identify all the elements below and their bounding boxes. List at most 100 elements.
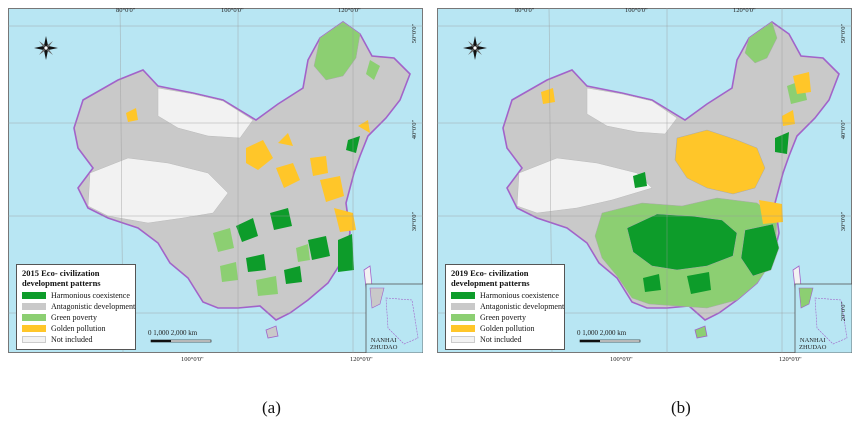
inset-label: NANHAI ZHUDAO	[799, 337, 826, 351]
region-hainan	[265, 325, 279, 339]
region-green-poverty-ne2	[366, 60, 380, 80]
coord-bottom-2: 120°0'0"	[350, 356, 373, 363]
legend: 2015 Eco- civilization development patte…	[16, 264, 136, 350]
region-green-poverty-ne	[744, 21, 778, 64]
map-panel-2019: 80°0'0" 100°0'0" 120°0'0" 100°0'0" 120°0…	[437, 7, 852, 363]
inset-boundary	[385, 297, 419, 345]
region-harmonious-6	[284, 266, 302, 284]
region-golden-pollution-5	[334, 208, 356, 232]
swatch-not-included	[22, 336, 46, 343]
legend-item-antagonistic: Antagonistic development	[451, 301, 564, 312]
region-golden-pollution-2	[276, 163, 300, 188]
region-harmonious-4	[338, 234, 354, 272]
region-green-poverty-2	[256, 276, 278, 296]
region-golden-pollution-3	[793, 72, 811, 94]
region-golden-pollution-8	[358, 120, 370, 133]
scale-bar	[150, 339, 212, 343]
coord-side-1: 50°0'0"	[411, 23, 419, 44]
region-green-poverty-ne	[313, 21, 361, 81]
swatch-harmonious	[451, 292, 475, 299]
region-golden-pollution-6	[278, 133, 293, 146]
caption-a: (a)	[262, 398, 281, 417]
coord-top-2: 100°0'0"	[221, 7, 244, 14]
legend-item-not-included: Not included	[22, 334, 130, 345]
region-hainan	[694, 325, 708, 339]
coord-side-1: 50°0'0"	[840, 23, 848, 44]
scale-bar-label: 0 1,000 2,000 km	[577, 329, 627, 337]
legend-item-harmonious: Harmonious coexistence	[451, 290, 559, 301]
map-canvas	[437, 8, 852, 353]
coord-top-1: 80°0'0"	[116, 7, 136, 14]
region-golden-pollution-4	[541, 88, 555, 104]
map-frame	[437, 8, 852, 353]
inset-label: NANHAI ZHUDAO	[370, 337, 397, 351]
coord-bottom-1: 100°0'0"	[610, 356, 633, 363]
coord-top-2: 100°0'0"	[625, 7, 648, 14]
coord-top-3: 120°0'0"	[338, 7, 361, 14]
region-harmonious-east	[740, 223, 780, 277]
region-green-poverty-3	[296, 244, 310, 262]
swatch-not-included	[451, 336, 475, 343]
inset-land	[369, 287, 385, 309]
map-panel-2015: 80°0'0" 100°0'0" 120°0'0" 100°0'0" 120°0…	[8, 7, 423, 363]
legend-title: 2015 Eco- civilization development patte…	[22, 268, 101, 288]
coord-side-3: 30°0'0"	[411, 211, 419, 232]
legend-item-green-poverty: Green poverty	[22, 312, 130, 323]
coord-side-2: 40°0'0"	[411, 119, 419, 140]
region-harmonious-2	[270, 208, 292, 230]
region-golden-pollution-3	[310, 156, 328, 176]
region-green-poverty-1	[213, 228, 234, 252]
legend-item-antagonistic: Antagonistic development	[22, 301, 135, 312]
region-green-poverty-4	[220, 262, 238, 282]
legend-title: 2019 Eco- civilization development patte…	[451, 268, 530, 288]
coord-top-1: 80°0'0"	[515, 7, 535, 14]
swatch-antagonistic	[22, 303, 46, 310]
legend-item-harmonious: Harmonious coexistence	[22, 290, 130, 301]
legend-label: Antagonistic development	[51, 302, 136, 311]
inset-boundary	[814, 297, 848, 345]
legend-label: Golden pollution	[480, 324, 535, 333]
coord-side-2: 40°0'0"	[840, 119, 848, 140]
region-harmonious-3	[687, 272, 711, 294]
region-golden-pollution-5	[782, 110, 795, 126]
legend: 2019 Eco- civilization development patte…	[445, 264, 565, 350]
region-golden-pollution-1	[246, 140, 273, 170]
inset-land	[798, 287, 814, 309]
swatch-harmonious	[22, 292, 46, 299]
inset-label-line-2: ZHUDAO	[799, 344, 827, 351]
north-arrow-icon	[34, 36, 58, 60]
swatch-golden-pollution	[451, 325, 475, 332]
region-harmonious-core	[626, 213, 738, 271]
region-golden-pollution-7	[126, 108, 138, 122]
region-golden-pollution-4	[320, 176, 344, 202]
region-harmonious-6	[633, 172, 647, 188]
region-harmonious-3	[308, 236, 330, 260]
region-harmonious-5	[246, 254, 266, 272]
coord-bottom-1: 100°0'0"	[181, 356, 204, 363]
region-not-included-west	[87, 157, 229, 224]
region-harmonious-1	[236, 218, 258, 242]
inset-label-line-2: ZHUDAO	[370, 344, 398, 351]
region-golden-pollution-2	[759, 200, 783, 224]
scale-bar-label: 0 1,000 2,000 km	[148, 329, 198, 337]
swatch-green-poverty	[22, 314, 46, 321]
swatch-antagonistic	[451, 303, 475, 310]
legend-label: Not included	[480, 335, 522, 344]
legend-label: Antagonistic development	[480, 302, 565, 311]
region-harmonious-4	[643, 274, 661, 292]
caption-b: (b)	[671, 398, 691, 417]
coord-side-3: 30°0'0"	[840, 211, 848, 232]
coord-top-3: 120°0'0"	[733, 7, 756, 14]
swatch-green-poverty	[451, 314, 475, 321]
legend-label: Green poverty	[480, 313, 526, 322]
region-golden-pollution-central	[674, 129, 766, 195]
legend-label: Harmonious coexistence	[480, 291, 559, 300]
scale-bar	[579, 339, 641, 343]
legend-label: Harmonious coexistence	[51, 291, 130, 300]
legend-item-golden-pollution: Golden pollution	[22, 323, 130, 334]
legend-item-green-poverty: Green poverty	[451, 312, 559, 323]
north-arrow-icon	[463, 36, 487, 60]
coord-bottom-2: 120°0'0"	[779, 356, 802, 363]
coord-side-4: 20°0'0"	[840, 301, 848, 322]
legend-label: Not included	[51, 335, 93, 344]
